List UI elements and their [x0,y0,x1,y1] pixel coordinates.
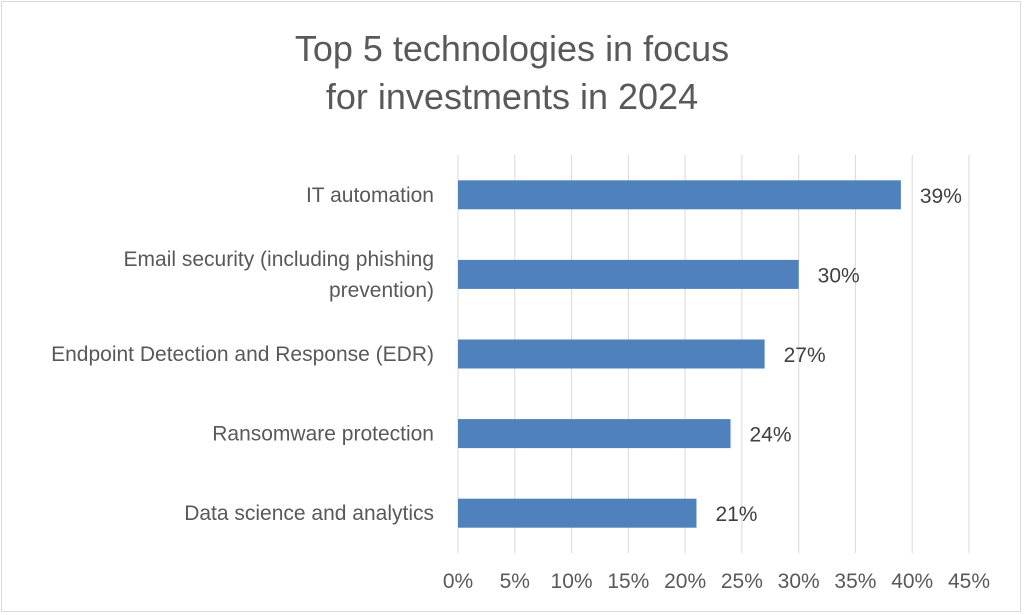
data-label-0: 39% [920,185,962,208]
data-label-4: 21% [715,503,757,526]
x-tick-label-6: 30% [778,570,820,593]
bar-2 [458,339,765,369]
x-tick-label-9: 45% [948,570,990,593]
x-tick-label-1: 5% [500,570,530,593]
x-tick-label-5: 25% [721,570,763,593]
chart-title-line-2: for investments in 2024 [325,76,699,117]
bar-1 [458,259,799,289]
category-label-2: Endpoint Detection and Response (EDR) [51,343,434,366]
bar-4 [458,498,697,528]
x-tick-label-3: 15% [607,570,649,593]
category-label-1-line-1: prevention) [329,279,434,302]
x-tick-label-2: 10% [551,570,593,593]
data-label-2: 27% [784,344,826,367]
x-tick-label-0: 0% [443,570,473,593]
category-label-3: Ransomware protection [212,423,434,446]
category-label-4: Data science and analytics [184,502,434,525]
data-label-3: 24% [750,424,792,447]
data-label-1: 30% [818,264,860,287]
x-tick-label-7: 35% [834,570,876,593]
category-label-1-line-0: Email security (including phishing [124,248,434,271]
category-label-0: IT automation [306,184,434,207]
chart-title: Top 5 technologies in focus for investme… [212,25,812,121]
bar-0 [458,180,901,210]
x-tick-label-8: 40% [891,570,933,593]
bar-3 [458,419,731,449]
chart-title-line-1: Top 5 technologies in focus [294,28,730,69]
x-tick-label-4: 20% [664,570,706,593]
